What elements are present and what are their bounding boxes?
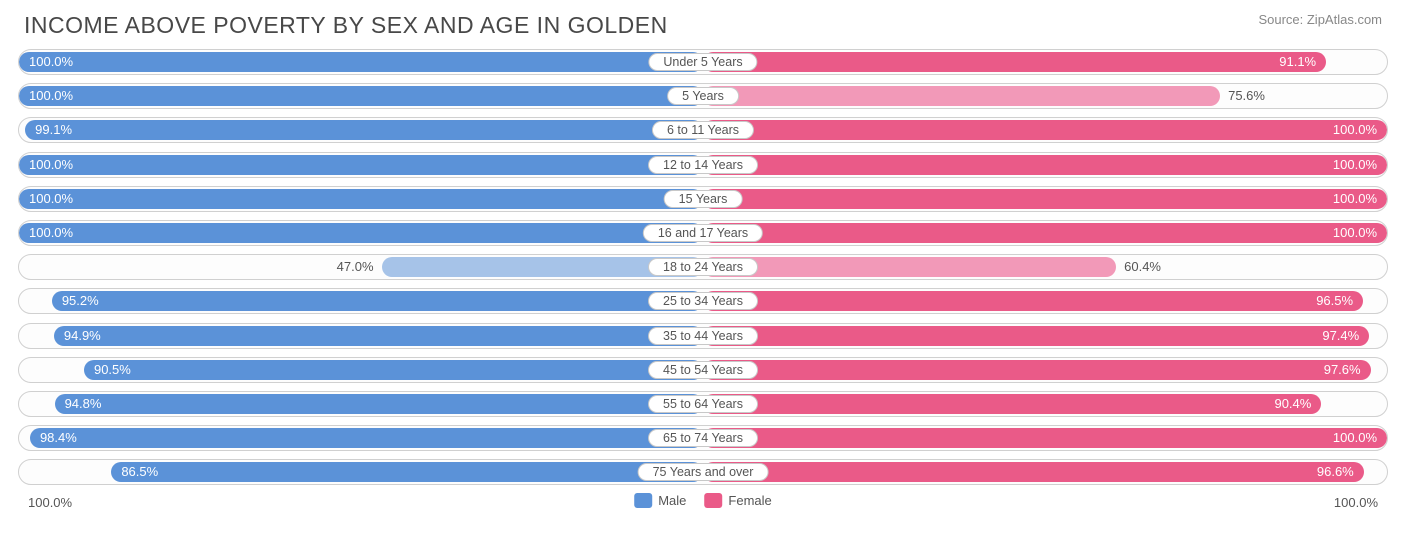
female-value: 100.0% <box>1333 153 1377 177</box>
male-bar <box>19 189 703 209</box>
diverging-bar-chart: 100.0% 91.1% Under 5 Years 100.0% 75.6% 5 Yea… <box>18 49 1388 485</box>
female-bar <box>703 86 1220 106</box>
chart-row: 94.8% 90.4% 55 to 64 Years <box>18 391 1388 417</box>
category-label: Under 5 Years <box>648 53 757 71</box>
category-label: 12 to 14 Years <box>648 156 758 174</box>
legend-male-label: Male <box>658 493 686 508</box>
male-bar <box>111 462 703 482</box>
female-value: 100.0% <box>1333 426 1377 450</box>
swatch-male <box>634 493 652 508</box>
category-label: 55 to 64 Years <box>648 395 758 413</box>
chart-row: 100.0% 91.1% Under 5 Years <box>18 49 1388 75</box>
male-bar <box>19 52 703 72</box>
male-value: 94.8% <box>65 392 102 416</box>
female-value: 97.6% <box>1324 358 1361 382</box>
male-bar <box>30 428 703 448</box>
male-bar <box>52 291 703 311</box>
category-label: 75 Years and over <box>638 463 769 481</box>
chart-row: 100.0% 100.0% 15 Years <box>18 186 1388 212</box>
category-label: 18 to 24 Years <box>648 258 758 276</box>
category-label: 65 to 74 Years <box>648 429 758 447</box>
chart-row: 94.9% 97.4% 35 to 44 Years <box>18 323 1388 349</box>
female-value: 96.5% <box>1316 289 1353 313</box>
legend-female: Female <box>704 493 771 508</box>
legend-male: Male <box>634 493 686 508</box>
male-value: 99.1% <box>35 118 72 142</box>
female-value: 60.4% <box>1124 255 1161 279</box>
female-bar <box>703 462 1364 482</box>
legend-female-label: Female <box>728 493 771 508</box>
chart-row: 100.0% 100.0% 16 and 17 Years <box>18 220 1388 246</box>
category-label: 25 to 34 Years <box>648 292 758 310</box>
female-value: 97.4% <box>1322 324 1359 348</box>
female-bar <box>703 52 1326 72</box>
chart-source: Source: ZipAtlas.com <box>1258 12 1382 27</box>
male-value: 100.0% <box>29 221 73 245</box>
female-bar <box>703 326 1369 346</box>
category-label: 5 Years <box>667 87 739 105</box>
female-bar <box>703 428 1387 448</box>
category-label: 45 to 54 Years <box>648 361 758 379</box>
male-bar <box>19 155 703 175</box>
chart-footer: 100.0% Male Female 100.0% <box>18 493 1388 519</box>
female-bar <box>703 223 1387 243</box>
female-value: 100.0% <box>1333 221 1377 245</box>
swatch-female <box>704 493 722 508</box>
axis-label-right: 100.0% <box>1334 495 1378 510</box>
female-value: 100.0% <box>1333 187 1377 211</box>
female-bar <box>703 120 1387 140</box>
male-bar <box>19 223 703 243</box>
male-value: 100.0% <box>29 50 73 74</box>
male-value: 100.0% <box>29 84 73 108</box>
male-value: 94.9% <box>64 324 101 348</box>
female-bar <box>703 360 1371 380</box>
chart-row: 95.2% 96.5% 25 to 34 Years <box>18 288 1388 314</box>
male-bar <box>25 120 703 140</box>
male-value: 100.0% <box>29 187 73 211</box>
female-value: 91.1% <box>1279 50 1316 74</box>
female-value: 75.6% <box>1228 84 1265 108</box>
female-value: 96.6% <box>1317 460 1354 484</box>
female-bar <box>703 291 1363 311</box>
chart-row: 47.0% 60.4% 18 to 24 Years <box>18 254 1388 280</box>
chart-row: 90.5% 97.6% 45 to 54 Years <box>18 357 1388 383</box>
chart-row: 100.0% 100.0% 12 to 14 Years <box>18 152 1388 178</box>
category-label: 15 Years <box>664 190 743 208</box>
male-value: 100.0% <box>29 153 73 177</box>
male-bar <box>54 326 703 346</box>
category-label: 35 to 44 Years <box>648 327 758 345</box>
male-bar <box>55 394 703 414</box>
chart-row: 98.4% 100.0% 65 to 74 Years <box>18 425 1388 451</box>
chart-row: 99.1% 100.0% 6 to 11 Years <box>18 117 1388 143</box>
male-value: 90.5% <box>94 358 131 382</box>
male-value: 98.4% <box>40 426 77 450</box>
female-bar <box>703 394 1321 414</box>
male-bar <box>19 86 703 106</box>
chart-row: 100.0% 75.6% 5 Years <box>18 83 1388 109</box>
female-bar <box>703 155 1387 175</box>
male-value: 95.2% <box>62 289 99 313</box>
female-bar <box>703 257 1116 277</box>
female-bar <box>703 189 1387 209</box>
axis-label-left: 100.0% <box>28 495 72 510</box>
legend: Male Female <box>634 493 772 508</box>
female-value: 100.0% <box>1333 118 1377 142</box>
category-label: 16 and 17 Years <box>643 224 763 242</box>
male-value: 47.0% <box>337 255 374 279</box>
chart-row: 86.5% 96.6% 75 Years and over <box>18 459 1388 485</box>
category-label: 6 to 11 Years <box>652 121 754 139</box>
female-value: 90.4% <box>1274 392 1311 416</box>
chart-header: INCOME ABOVE POVERTY BY SEX AND AGE IN G… <box>18 12 1388 49</box>
chart-title: INCOME ABOVE POVERTY BY SEX AND AGE IN G… <box>24 12 668 39</box>
male-bar <box>84 360 703 380</box>
male-value: 86.5% <box>121 460 158 484</box>
